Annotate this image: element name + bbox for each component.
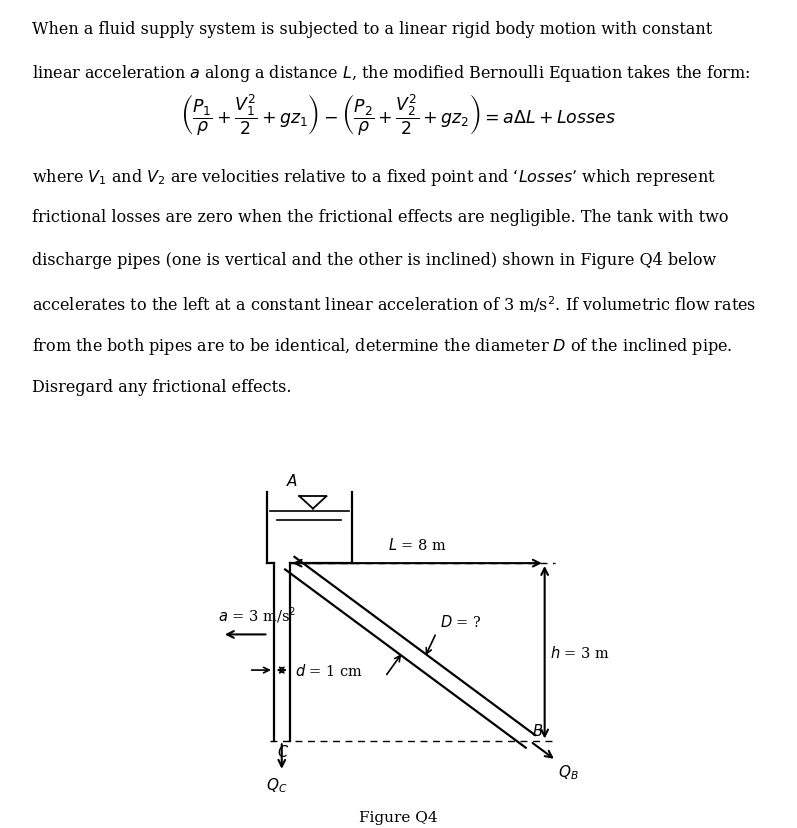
Text: where $V_1$ and $V_2$ are velocities relative to a fixed point and ‘$\mathit{Los: where $V_1$ and $V_2$ are velocities rel…: [32, 166, 716, 187]
Text: Disregard any frictional effects.: Disregard any frictional effects.: [32, 378, 292, 395]
Text: $Q_C$: $Q_C$: [265, 775, 287, 794]
Text: linear acceleration $a$ along a distance $L$, the modified Bernoulli Equation ta: linear acceleration $a$ along a distance…: [32, 63, 750, 84]
Text: $h$ = 3 m: $h$ = 3 m: [550, 644, 610, 661]
Text: When a fluid supply system is subjected to a linear rigid body motion with const: When a fluid supply system is subjected …: [32, 21, 713, 38]
Text: $d$ = 1 cm: $d$ = 1 cm: [295, 662, 363, 678]
Text: $B$: $B$: [532, 722, 544, 738]
Text: from the both pipes are to be identical, determine the diameter $D$ of the incli: from the both pipes are to be identical,…: [32, 336, 732, 357]
Text: $Q_B$: $Q_B$: [558, 763, 579, 781]
Text: frictional losses are zero when the frictional effects are negligible. The tank : frictional losses are zero when the fric…: [32, 209, 728, 226]
Text: Figure Q4: Figure Q4: [359, 810, 438, 824]
Text: $C$: $C$: [277, 744, 289, 759]
Text: $A$: $A$: [286, 473, 298, 489]
Text: $D$ = ?: $D$ = ?: [440, 614, 481, 629]
Text: accelerates to the left at a constant linear acceleration of 3 m/s$^2$. If volum: accelerates to the left at a constant li…: [32, 294, 756, 315]
Text: $a$ = 3 m/s$^2$: $a$ = 3 m/s$^2$: [218, 604, 296, 624]
Text: $\left(\dfrac{P_1}{\rho} + \dfrac{V_1^2}{2} + gz_1\right) - \left(\dfrac{P_2}{\r: $\left(\dfrac{P_1}{\rho} + \dfrac{V_1^2}…: [180, 92, 617, 137]
Text: discharge pipes (one is vertical and the other is inclined) shown in Figure Q4 b: discharge pipes (one is vertical and the…: [32, 251, 717, 268]
Text: $L$ = 8 m: $L$ = 8 m: [387, 537, 446, 553]
